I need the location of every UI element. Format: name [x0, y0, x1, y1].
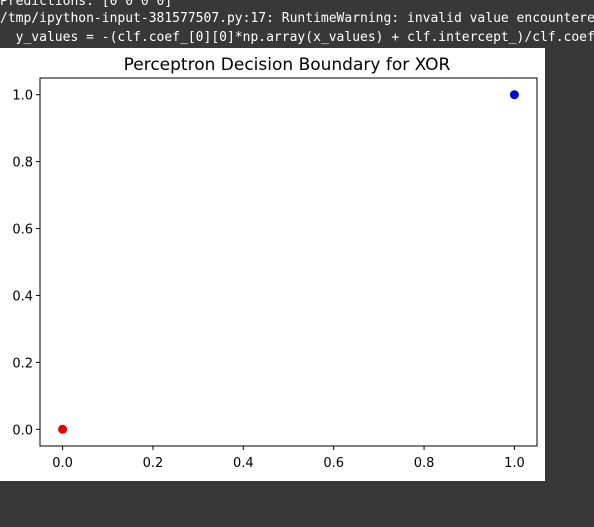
scatter-chart: Perceptron Decision Boundary for XOR 0.0… — [12, 55, 538, 471]
x-tick-label: 0.0 — [52, 456, 73, 471]
x-axis: 0.0 0.2 0.4 0.6 0.8 1.0 — [52, 446, 525, 471]
data-points — [58, 90, 519, 434]
x-tick-label: 0.8 — [414, 456, 435, 471]
stdout-line-warning: /tmp/ipython-input-381577507.py:17: Runt… — [0, 11, 594, 26]
scatter-point-series-0 — [58, 424, 68, 434]
y-tick-label: 0.0 — [12, 423, 33, 438]
y-tick-label: 0.2 — [12, 356, 33, 371]
stdout-text: Predictions: [0 0 0 0] /tmp/ipython-inpu… — [0, 0, 594, 48]
chart-title: Perceptron Decision Boundary for XOR — [124, 55, 451, 75]
plot-figure: Perceptron Decision Boundary for XOR 0.0… — [0, 48, 545, 481]
plot-area-frame — [39, 77, 538, 447]
stdout-line-predictions: Predictions: [0 0 0 0] — [0, 0, 173, 9]
x-tick-label: 0.4 — [233, 456, 254, 471]
scatter-point-series-1 — [509, 90, 519, 100]
x-tick-label: 1.0 — [504, 456, 525, 471]
y-axis: 0.0 0.2 0.4 0.6 0.8 1.0 — [12, 89, 40, 438]
y-tick-label: 0.4 — [12, 289, 33, 304]
y-tick-label: 0.8 — [12, 156, 33, 171]
stdout-line-code: y_values = -(clf.coef_[0][0]*np.array(x_… — [0, 30, 594, 45]
x-tick-label: 0.2 — [143, 456, 164, 471]
x-tick-label: 0.6 — [323, 456, 344, 471]
y-tick-label: 0.6 — [12, 223, 33, 238]
y-tick-label: 1.0 — [12, 89, 33, 104]
